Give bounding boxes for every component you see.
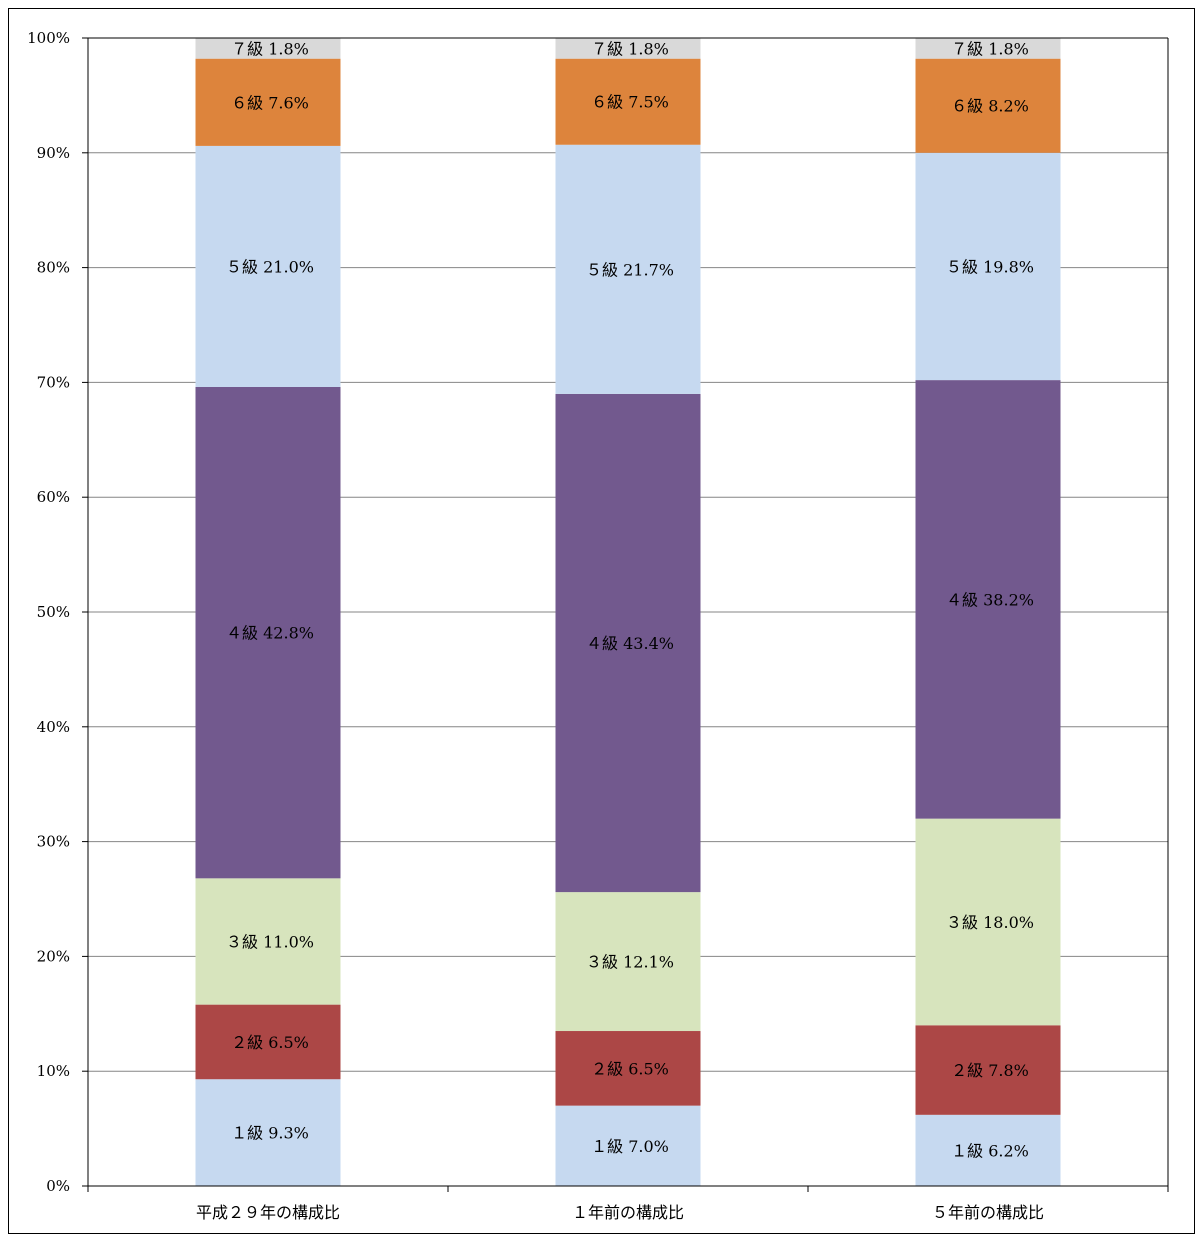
- data-label: ３級 18.0%: [946, 913, 1034, 932]
- x-category-label: 平成２９年の構成比: [196, 1203, 340, 1222]
- data-label: ３級 12.1%: [586, 953, 674, 972]
- data-label: ２級 7.8%: [951, 1061, 1029, 1080]
- x-category-label: １年前の構成比: [572, 1203, 684, 1222]
- bar-segment-grade-7: [915, 38, 1061, 59]
- y-tick-label: 40%: [37, 718, 70, 736]
- axes: 0% 10% 20% 30% 40% 50% 60% 70% 80% 90% 100% 平成２９年の構…: [27, 29, 1169, 1222]
- data-label: １級 9.3%: [231, 1124, 309, 1143]
- data-label: １級 7.0%: [591, 1137, 669, 1156]
- bar-segment-grade-3: [915, 818, 1061, 1026]
- data-label: ７級 1.8%: [591, 39, 669, 58]
- data-label: ６級 8.2%: [951, 97, 1029, 116]
- data-label: ４級 43.4%: [586, 634, 674, 653]
- bar-segment-grade-1: [915, 1114, 1061, 1186]
- y-tick-label: 90%: [37, 144, 70, 162]
- y-tick-label: 10%: [37, 1062, 70, 1080]
- bar-segment-grade-5: [915, 152, 1061, 381]
- y-tick-label: 100%: [27, 29, 70, 47]
- bar-segment-grade-4: [915, 380, 1061, 819]
- x-category-label: ５年前の構成比: [932, 1203, 1044, 1222]
- data-label: １級 6.2%: [951, 1141, 1029, 1160]
- data-label: ２級 6.5%: [231, 1033, 309, 1052]
- bar-segment-grade-5: [195, 145, 341, 387]
- y-tick-label: 70%: [37, 373, 70, 391]
- data-label: ４級 42.8%: [226, 624, 314, 643]
- bar-segment-grade-7: [195, 38, 341, 59]
- data-label: ７級 1.8%: [231, 39, 309, 58]
- bar-segment-grade-5: [555, 144, 701, 394]
- data-label: ６級 7.6%: [231, 93, 309, 112]
- bar-segment-grade-1: [555, 1105, 701, 1186]
- data-label: ５級 19.8%: [946, 257, 1034, 276]
- bar-segment-grade-2: [195, 1004, 341, 1080]
- y-tick-label: 50%: [37, 603, 70, 621]
- y-tick-label: 30%: [37, 833, 70, 851]
- data-label: ５級 21.0%: [226, 257, 314, 276]
- y-tick-label: 80%: [37, 259, 70, 277]
- bar-segment-grade-1: [195, 1079, 341, 1186]
- bar-segment-grade-3: [555, 892, 701, 1032]
- data-label: ５級 21.7%: [586, 260, 674, 279]
- bar-segment-grade-7: [555, 38, 701, 59]
- y-tick-label: 60%: [37, 488, 70, 506]
- data-label: ２級 6.5%: [591, 1059, 669, 1078]
- data-label: ４級 38.2%: [946, 590, 1034, 609]
- bar-segment-grade-3: [195, 878, 341, 1005]
- y-tick-label: 0%: [46, 1177, 70, 1195]
- y-tick-label: 20%: [37, 947, 70, 965]
- bar-segment-grade-2: [915, 1025, 1061, 1115]
- data-labels: １級 9.3% ２級 6.5% ３級 11.0% ４級 42.8% ５級 21.0% ６級…: [226, 39, 1034, 1160]
- bar-segment-grade-4: [555, 393, 701, 893]
- bar-segment-grade-6: [915, 58, 1061, 153]
- bars: [195, 38, 1061, 1186]
- bar-segment-grade-6: [555, 58, 701, 145]
- bar-segment-grade-2: [555, 1031, 701, 1106]
- data-label: ３級 11.0%: [226, 932, 314, 951]
- bar-segment-grade-4: [195, 386, 341, 879]
- data-label: ６級 7.5%: [591, 93, 669, 112]
- bar-segment-grade-6: [195, 58, 341, 146]
- chart-frame: [8, 8, 1195, 1234]
- data-label: ７級 1.8%: [951, 39, 1029, 58]
